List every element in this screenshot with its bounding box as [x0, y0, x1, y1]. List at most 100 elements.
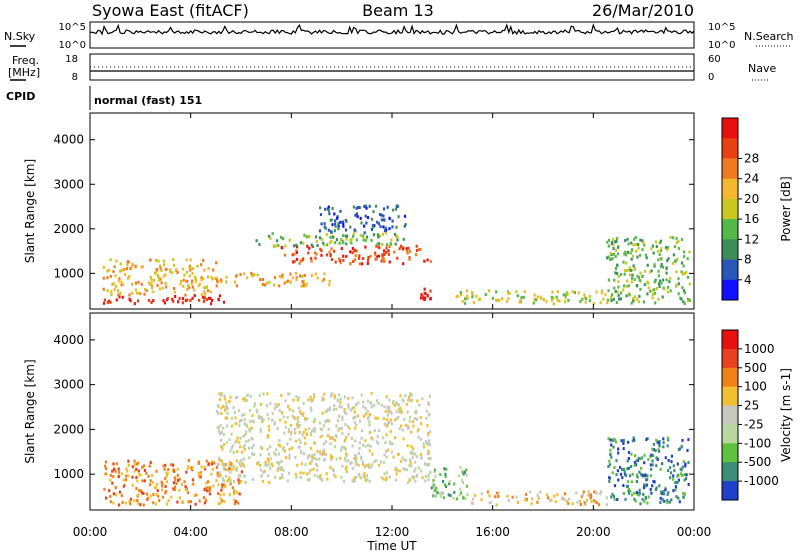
radar-cell — [165, 480, 169, 484]
radar-cell — [321, 238, 324, 241]
radar-cell — [355, 212, 358, 216]
y-tick-label: 4000 — [53, 133, 84, 147]
radar-cell — [635, 297, 639, 301]
radar-cell — [291, 276, 294, 280]
colorbar-tick-label: -500 — [744, 455, 771, 469]
radar-cell — [605, 496, 608, 500]
radar-cell — [216, 426, 219, 429]
radar-cell — [300, 451, 303, 455]
radar-cell — [104, 460, 107, 464]
radar-cell — [112, 462, 115, 466]
radar-cell — [658, 444, 661, 448]
radar-cell — [556, 298, 559, 302]
radar-cell — [346, 234, 349, 238]
radar-cell — [197, 471, 200, 475]
radar-cell — [114, 486, 117, 489]
radar-cell — [338, 426, 341, 430]
radar-cell — [657, 297, 660, 301]
radar-cell — [192, 267, 195, 271]
radar-cell — [142, 492, 145, 495]
radar-cell — [665, 267, 668, 271]
radar-cell — [663, 499, 666, 503]
radar-cell — [617, 451, 620, 455]
radar-cell — [679, 467, 682, 471]
radar-cell — [378, 429, 381, 433]
radar-cell — [412, 475, 415, 479]
radar-cell — [355, 238, 358, 242]
radar-cell — [672, 253, 675, 257]
radar-cell — [401, 247, 404, 251]
radar-cell — [383, 249, 386, 253]
radar-cell — [377, 441, 380, 445]
radar-cell — [236, 490, 239, 494]
radar-cell — [120, 494, 123, 498]
radar-cell — [584, 503, 587, 507]
radar-cell — [461, 478, 464, 482]
radar-cell — [644, 495, 647, 499]
radar-cell — [671, 236, 675, 240]
radar-cell — [207, 296, 211, 300]
radar-cell — [278, 284, 281, 288]
date-title: 26/Mar/2010 — [592, 1, 694, 20]
radar-cell — [308, 246, 311, 250]
radar-cell — [622, 492, 625, 495]
radar-cell — [221, 462, 224, 466]
radar-cell — [118, 490, 121, 494]
radar-cell — [370, 405, 373, 409]
radar-cell — [630, 465, 633, 468]
radar-cell — [222, 492, 225, 496]
radar-cell — [554, 500, 557, 504]
radar-cell — [622, 442, 625, 445]
radar-cell — [323, 243, 326, 247]
radar-cell — [143, 479, 146, 483]
radar-cell — [302, 412, 305, 416]
radar-cell — [442, 496, 445, 500]
radar-cell — [660, 263, 663, 266]
radar-cell — [533, 298, 536, 301]
colorbar-segment — [722, 481, 738, 501]
radar-cell — [650, 467, 653, 471]
radar-cell — [326, 243, 329, 247]
radar-cell — [407, 398, 410, 402]
radar-cell — [202, 295, 205, 299]
radar-cell — [246, 394, 249, 397]
radar-cell — [243, 422, 246, 426]
radar-cell — [662, 278, 665, 282]
radar-cell — [105, 496, 108, 500]
radar-cell — [398, 427, 401, 430]
radar-cell — [597, 503, 601, 507]
radar-cell — [463, 470, 466, 474]
radar-cell — [659, 249, 662, 253]
radar-cell — [644, 473, 647, 477]
radar-cell — [419, 248, 422, 251]
radar-cell — [351, 467, 354, 471]
nsky-line — [89, 23, 695, 36]
radar-cell — [405, 247, 408, 251]
radar-cell — [341, 431, 344, 435]
radar-cell — [382, 214, 385, 218]
radar-cell — [612, 437, 615, 441]
radar-cell — [325, 453, 328, 457]
radar-cell — [358, 262, 361, 266]
radar-cell — [147, 298, 151, 302]
radar-cell — [190, 466, 193, 470]
radar-cell — [334, 260, 337, 264]
radar-cell — [266, 447, 269, 451]
radar-cell — [426, 294, 429, 298]
radar-cell — [379, 213, 382, 217]
radar-cell — [164, 282, 167, 285]
radar-cell — [633, 460, 636, 464]
radar-cell — [631, 254, 634, 258]
radar-cell — [656, 249, 659, 253]
radar-cell — [242, 445, 245, 449]
radar-cell — [459, 487, 462, 491]
radar-cell — [624, 261, 627, 265]
radar-cell — [484, 293, 487, 296]
radar-cell — [230, 462, 233, 466]
radar-cell — [472, 301, 475, 305]
radar-cell — [428, 443, 431, 447]
radar-cell — [632, 264, 635, 268]
radar-cell — [669, 476, 672, 480]
radar-cell — [207, 275, 210, 279]
colorbar-tick-label: 100 — [744, 380, 767, 394]
